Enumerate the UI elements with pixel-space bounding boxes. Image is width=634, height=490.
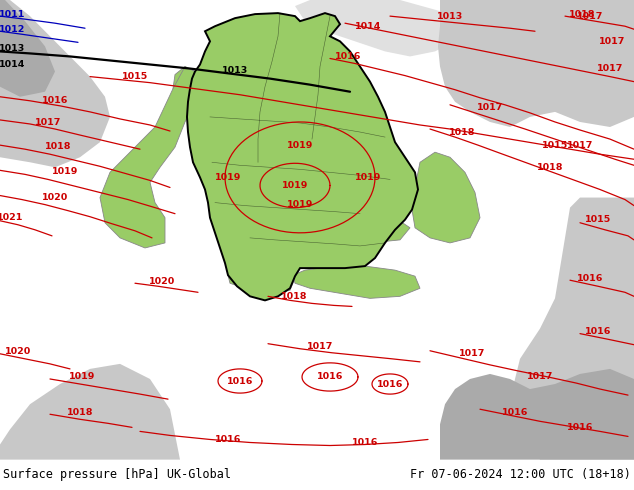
Text: 1019: 1019 (287, 141, 313, 149)
Text: 1018: 1018 (45, 142, 71, 150)
Text: 1017: 1017 (577, 12, 603, 21)
Polygon shape (293, 266, 420, 298)
Text: 1016: 1016 (502, 408, 528, 417)
Polygon shape (438, 0, 634, 127)
Text: 1021: 1021 (0, 213, 23, 222)
Text: 1017: 1017 (597, 64, 623, 73)
Text: 1015: 1015 (122, 72, 148, 81)
Text: 1017: 1017 (527, 372, 553, 382)
Text: 1013: 1013 (0, 44, 25, 53)
Text: 1020: 1020 (42, 193, 68, 202)
Polygon shape (440, 369, 634, 460)
Text: 1016: 1016 (352, 438, 378, 447)
Text: 1018: 1018 (537, 163, 563, 172)
Text: 1019: 1019 (355, 173, 381, 182)
Polygon shape (173, 67, 200, 99)
Polygon shape (292, 58, 338, 92)
Polygon shape (295, 0, 460, 56)
Text: 1020: 1020 (5, 347, 31, 356)
Text: 1013: 1013 (222, 66, 248, 75)
Text: 1014: 1014 (355, 22, 381, 31)
Polygon shape (0, 0, 55, 97)
Text: 1018: 1018 (281, 292, 307, 301)
Polygon shape (187, 13, 418, 300)
Text: 1011: 1011 (0, 10, 25, 19)
Text: 1016: 1016 (227, 376, 253, 386)
Text: 1015: 1015 (585, 215, 611, 224)
Text: 1016: 1016 (42, 97, 68, 105)
Text: 1016: 1016 (335, 52, 361, 61)
Text: 1018: 1018 (449, 127, 476, 137)
Text: 1012: 1012 (0, 24, 25, 34)
Text: 1015: 1015 (542, 141, 568, 149)
Text: 1019: 1019 (281, 181, 308, 190)
Polygon shape (310, 213, 410, 243)
Text: 1019: 1019 (215, 173, 241, 182)
Text: 1019: 1019 (69, 372, 95, 382)
Text: 1018: 1018 (67, 408, 93, 417)
Text: 1019: 1019 (287, 200, 313, 209)
Text: 1013: 1013 (437, 12, 463, 21)
Text: 1017: 1017 (459, 349, 485, 358)
Text: Fr 07-06-2024 12:00 UTC (18+18): Fr 07-06-2024 12:00 UTC (18+18) (410, 468, 631, 481)
Polygon shape (228, 268, 295, 294)
Text: Surface pressure [hPa] UK-Global: Surface pressure [hPa] UK-Global (3, 468, 231, 481)
Text: 1017: 1017 (477, 103, 503, 112)
Text: 1014: 1014 (0, 60, 25, 69)
Text: 1016: 1016 (317, 372, 343, 382)
Text: 1016: 1016 (585, 327, 611, 336)
Text: 1016: 1016 (215, 435, 241, 444)
Text: 1017: 1017 (35, 119, 61, 127)
Polygon shape (100, 67, 200, 248)
Polygon shape (412, 152, 480, 243)
Text: 1019: 1019 (52, 167, 78, 176)
Polygon shape (0, 0, 110, 167)
Text: 1018: 1018 (569, 10, 595, 19)
Polygon shape (510, 197, 634, 460)
Text: 1017: 1017 (598, 37, 625, 46)
Polygon shape (0, 364, 180, 460)
Text: 1017: 1017 (567, 141, 593, 149)
Text: 1016: 1016 (577, 274, 603, 283)
Text: 1016: 1016 (377, 380, 403, 389)
Text: 1016: 1016 (567, 423, 593, 432)
Text: 1017: 1017 (307, 342, 333, 351)
Text: 1020: 1020 (149, 277, 175, 286)
